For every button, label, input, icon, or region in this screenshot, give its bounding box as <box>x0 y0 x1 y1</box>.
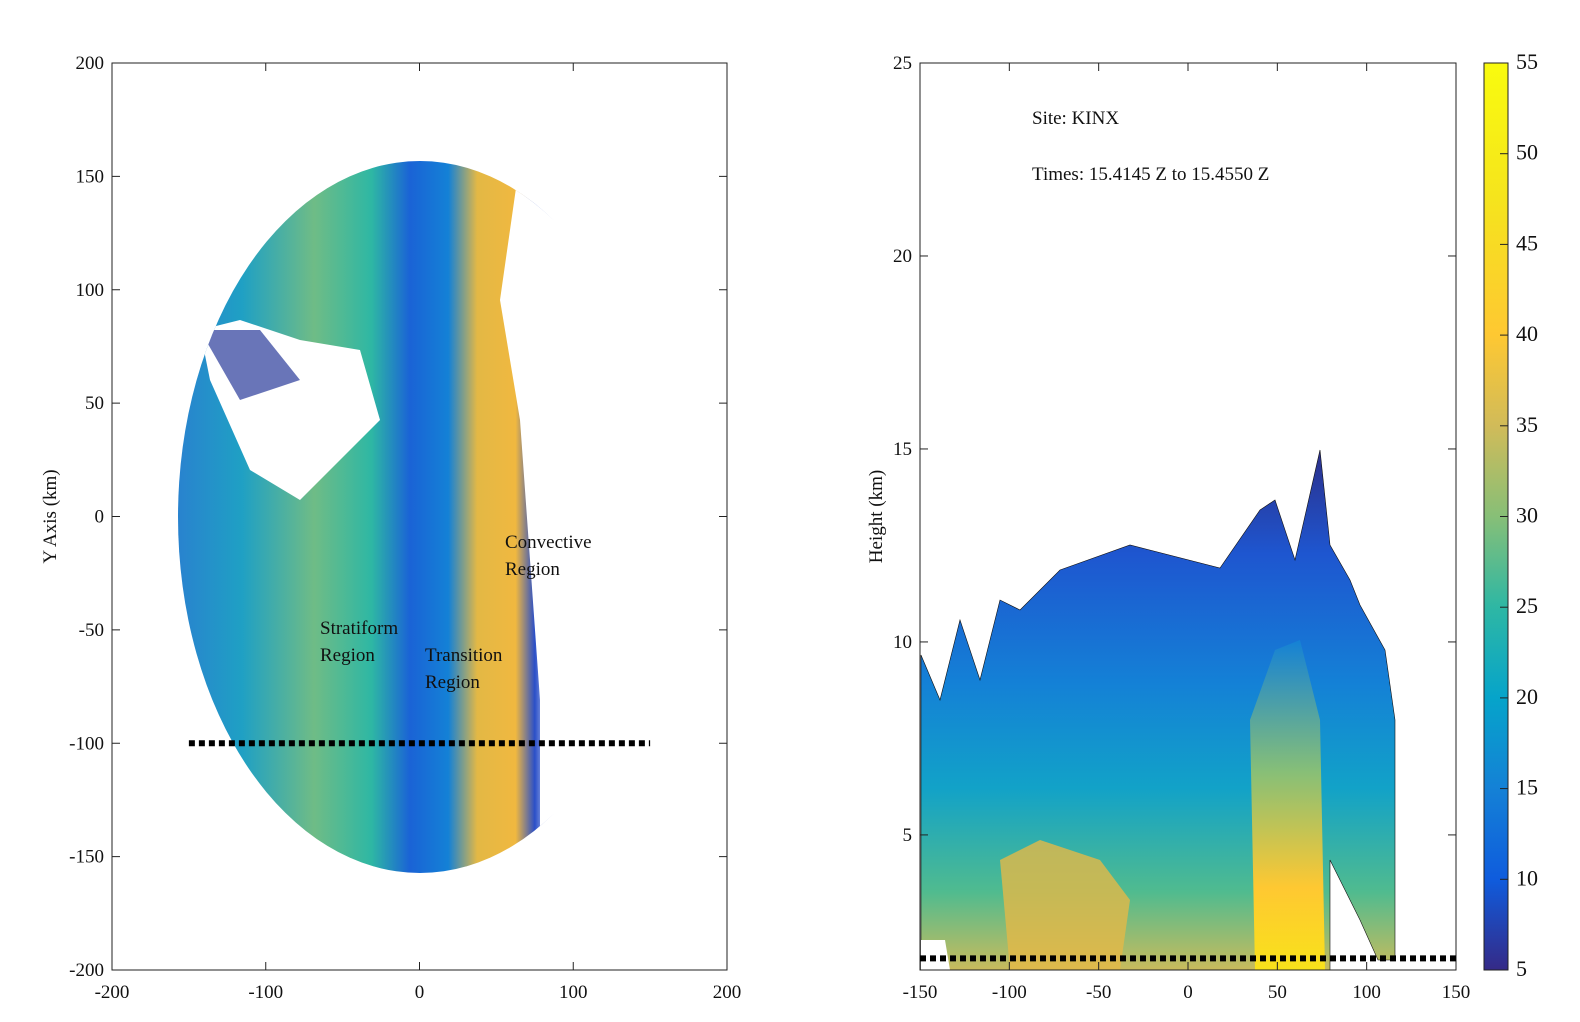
x-tick-label: -100 <box>248 982 283 1003</box>
y-tick-label: -100 <box>69 733 104 754</box>
x-tick-label: 100 <box>1352 982 1381 1003</box>
colorbar-tick-label: 10 <box>1516 865 1538 890</box>
colorbar-tick-label: 45 <box>1516 230 1538 255</box>
annotation: Region <box>425 672 480 693</box>
colorbar-tick-label: 20 <box>1516 684 1538 709</box>
annotation: Transition <box>425 645 503 666</box>
y-axis-label: Y Axis (km) <box>40 469 61 563</box>
cross-section-field <box>920 449 1396 971</box>
colorbar-tick-label: 25 <box>1516 593 1538 618</box>
x-tick-label: 0 <box>1183 982 1193 1003</box>
annotation: Site: KINX <box>1032 108 1119 129</box>
y-tick-label: 20 <box>893 246 912 267</box>
y-tick-label: -200 <box>69 960 104 981</box>
y-tick-label: 100 <box>76 280 105 301</box>
y-tick-label: 25 <box>893 53 912 74</box>
y-tick-label: 15 <box>893 439 912 460</box>
colorbar-tick-label: 55 <box>1516 49 1538 74</box>
y-tick-label: 10 <box>893 632 912 653</box>
x-tick-label: 50 <box>1268 982 1287 1003</box>
y-tick-label: 0 <box>95 507 105 528</box>
annotation: Region <box>505 559 560 580</box>
colorbar-tick-label: 30 <box>1516 503 1538 528</box>
y-axis-label: Height (km) <box>866 470 887 563</box>
x-tick-label: -100 <box>992 982 1027 1003</box>
reflectivity-field <box>178 161 660 873</box>
colorbar-tick-label: 40 <box>1516 321 1538 346</box>
colorbar-tick-label: 15 <box>1516 775 1538 800</box>
y-tick-label: 50 <box>85 393 104 414</box>
x-tick-label: 0 <box>415 982 425 1003</box>
y-tick-label: 150 <box>76 166 105 187</box>
x-tick-label: 100 <box>559 982 588 1003</box>
colorbar-tick-label: 5 <box>1516 956 1527 981</box>
x-tick-label: -200 <box>95 982 130 1003</box>
annotation: Region <box>320 645 375 666</box>
y-tick-label: 5 <box>903 825 913 846</box>
y-tick-label: -150 <box>69 847 104 868</box>
x-tick-label: -150 <box>903 982 938 1003</box>
colorbar-tick-label: 35 <box>1516 412 1538 437</box>
annotation: Stratiform <box>320 618 398 639</box>
colorbar-tick-label: 50 <box>1516 140 1538 165</box>
annotation: Times: 15.4145 Z to 15.4550 Z <box>1032 164 1269 185</box>
y-tick-label: 200 <box>76 53 105 74</box>
annotation: Convective <box>505 532 592 553</box>
x-tick-label: 200 <box>713 982 742 1003</box>
x-tick-label: -50 <box>1086 982 1111 1003</box>
x-tick-label: 150 <box>1442 982 1471 1003</box>
y-tick-label: -50 <box>79 620 104 641</box>
